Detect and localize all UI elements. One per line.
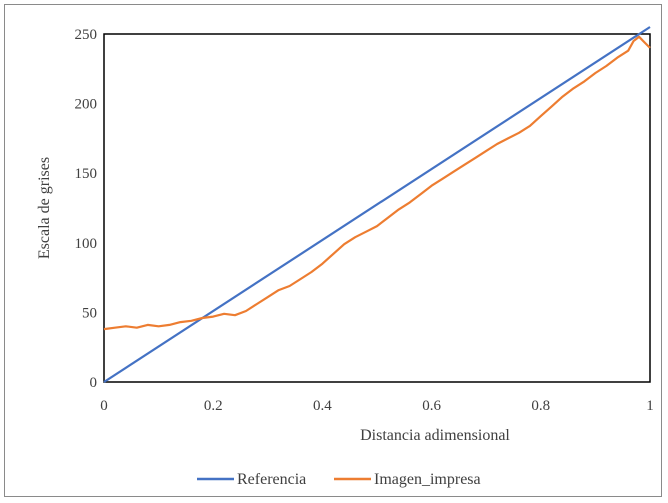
plot-area-border (103, 33, 651, 383)
legend-label-referencia: Referencia (237, 471, 306, 488)
series-group (103, 26, 651, 383)
x-tick-label: 0.6 (422, 398, 441, 414)
x-axis-label: Distancia adimensional (360, 427, 510, 444)
series-line-imagen-impresa (103, 35, 651, 331)
x-tick-label: 0.8 (531, 398, 550, 414)
y-tick-label: 200 (75, 97, 98, 113)
y-tick-label: 0 (90, 375, 98, 391)
chart-frame: 0 50 100 150 200 250 0 0.2 0.4 0.6 0.8 1 Distancia… (4, 4, 662, 497)
y-tick-label: 50 (82, 305, 97, 321)
x-axis-ticks: 0 0.2 0.4 0.6 0.8 1 (100, 398, 654, 414)
legend: Referencia Imagen_impresa (197, 471, 481, 488)
y-tick-label: 100 (75, 236, 98, 252)
x-tick-label: 0.2 (204, 398, 223, 414)
series-line-referencia (103, 26, 651, 383)
y-axis-label: Escala de grises (36, 157, 53, 259)
line-chart: 0 50 100 150 200 250 0 0.2 0.4 0.6 0.8 1 Distancia… (36, 26, 654, 488)
legend-label-imagen-impresa: Imagen_impresa (374, 471, 481, 488)
y-axis-ticks: 0 50 100 150 200 250 (75, 27, 98, 391)
x-tick-label: 1 (646, 398, 654, 414)
x-tick-label: 0 (100, 398, 108, 414)
y-tick-label: 150 (75, 166, 98, 182)
x-tick-label: 0.4 (313, 398, 332, 414)
y-tick-label: 250 (75, 27, 98, 43)
